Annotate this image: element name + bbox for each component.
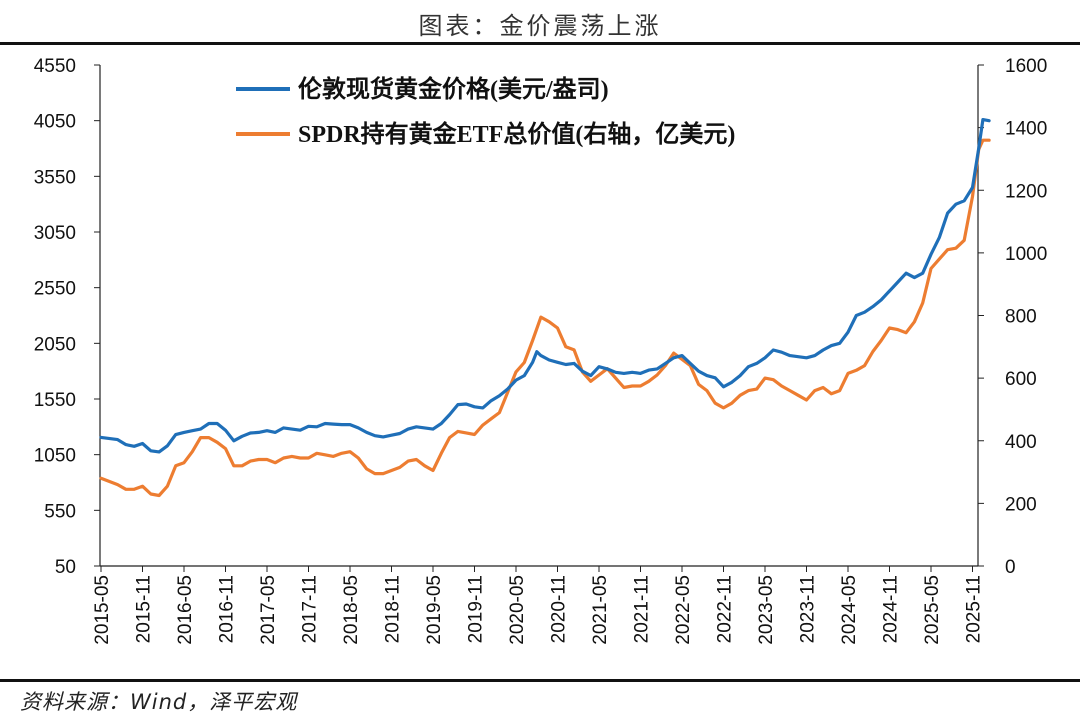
bottom-rule bbox=[0, 679, 1080, 682]
x-tick-label: 2019-05 bbox=[424, 575, 445, 645]
x-tick-label: 2025-11 bbox=[964, 575, 985, 643]
right-tick-label: 400 bbox=[1005, 432, 1037, 453]
left-axis-ticks: 50 550 1050 1550 2050 2550 3050 3550 4050 4550 bbox=[34, 56, 100, 578]
right-tick-label: 1200 bbox=[1005, 181, 1047, 202]
left-tick-label: 4050 bbox=[34, 112, 76, 133]
legend-gold-price-label: 伦敦现货黄金价格(美元/盎司) bbox=[298, 75, 609, 103]
left-tick-label: 2550 bbox=[34, 279, 76, 300]
series-lines bbox=[99, 118, 991, 498]
left-tick-label: 550 bbox=[44, 501, 76, 522]
left-tick-label: 1550 bbox=[34, 390, 76, 411]
x-axis-ticks: 2015-05 2015-11 2016-05 2016-11 2017-05 2017-… bbox=[92, 566, 985, 645]
x-tick-label: 2025-05 bbox=[922, 575, 943, 645]
spdr-etf-line bbox=[99, 138, 991, 498]
x-tick-label: 2015-05 bbox=[92, 575, 113, 645]
right-tick-label: 600 bbox=[1005, 369, 1037, 390]
x-tick-label: 2024-05 bbox=[839, 575, 860, 645]
x-tick-label: 2019-11 bbox=[466, 575, 487, 643]
left-tick-label: 3050 bbox=[34, 223, 76, 244]
x-tick-label: 2022-11 bbox=[715, 575, 736, 643]
left-tick-label: 1050 bbox=[34, 446, 76, 467]
right-tick-label: 1000 bbox=[1005, 244, 1047, 265]
x-tick-label: 2021-11 bbox=[632, 575, 653, 643]
left-tick-label: 50 bbox=[55, 557, 76, 578]
legend-spdr-etf-label: SPDR持有黄金ETF总价值(右轴，亿美元) bbox=[298, 120, 735, 148]
x-tick-label: 2022-05 bbox=[673, 575, 694, 645]
x-tick-label: 2018-11 bbox=[383, 575, 404, 643]
x-tick-label: 2016-11 bbox=[217, 575, 238, 643]
right-tick-label: 0 bbox=[1005, 557, 1016, 578]
left-tick-label: 3550 bbox=[34, 167, 76, 188]
right-tick-label: 1600 bbox=[1005, 56, 1047, 77]
x-tick-label: 2020-11 bbox=[549, 575, 570, 643]
right-tick-label: 800 bbox=[1005, 307, 1037, 328]
x-tick-label: 2024-11 bbox=[881, 575, 902, 643]
gold-price-line bbox=[99, 118, 991, 454]
right-tick-label: 200 bbox=[1005, 494, 1037, 515]
left-tick-label: 2050 bbox=[34, 334, 76, 355]
right-tick-label: 1400 bbox=[1005, 119, 1047, 140]
x-tick-label: 2023-05 bbox=[756, 575, 777, 645]
x-tick-label: 2017-11 bbox=[300, 575, 321, 643]
x-tick-label: 2023-11 bbox=[798, 575, 819, 643]
chart-title: 图表：金价震荡上涨 bbox=[418, 12, 662, 40]
left-tick-label: 4550 bbox=[34, 56, 76, 77]
x-tick-label: 2015-11 bbox=[134, 575, 155, 643]
x-tick-label: 2021-05 bbox=[590, 575, 611, 645]
source-note: 资料来源：Wind，泽平宏观 bbox=[20, 690, 298, 714]
right-axis-ticks: 0 200 400 600 800 1000 1200 1400 1600 bbox=[978, 56, 1047, 578]
x-tick-label: 2020-05 bbox=[507, 575, 528, 645]
chart-legend: 伦敦现货黄金价格(美元/盎司) SPDR持有黄金ETF总价值(右轴，亿美元) bbox=[236, 75, 735, 148]
top-rule bbox=[0, 42, 1080, 45]
x-tick-label: 2018-05 bbox=[341, 575, 362, 645]
x-tick-label: 2016-05 bbox=[175, 575, 196, 645]
x-tick-label: 2017-05 bbox=[258, 575, 279, 645]
